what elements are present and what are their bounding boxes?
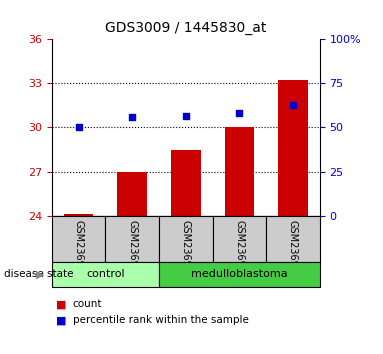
Text: GSM236995: GSM236995 [127,219,137,279]
Text: percentile rank within the sample: percentile rank within the sample [73,315,249,325]
Bar [52,216,105,262]
Text: GSM236996: GSM236996 [181,219,191,279]
Bar [225,127,254,216]
Text: GSM236997: GSM236997 [234,219,244,279]
Bar [278,80,308,216]
Text: GSM236994: GSM236994 [74,219,83,279]
Text: disease state: disease state [4,269,73,279]
Bar [266,216,320,262]
Text: ■: ■ [56,315,66,325]
Text: GSM236998: GSM236998 [288,219,298,279]
Bar [159,262,320,287]
Text: medulloblastoma: medulloblastoma [191,269,288,279]
Point [183,113,189,119]
Point [290,103,296,108]
Bar [105,216,159,262]
Bar [171,149,201,216]
Point [236,110,242,115]
Title: GDS3009 / 1445830_at: GDS3009 / 1445830_at [105,21,267,35]
Bar [159,216,213,262]
Text: ▶: ▶ [36,269,44,279]
Text: count: count [73,299,102,309]
Bar [213,216,266,262]
Bar [118,172,147,216]
Text: control: control [86,269,124,279]
Text: ■: ■ [56,299,66,309]
Point [129,114,135,120]
Bar [64,215,93,216]
Bar [52,262,159,287]
Point [75,125,82,130]
